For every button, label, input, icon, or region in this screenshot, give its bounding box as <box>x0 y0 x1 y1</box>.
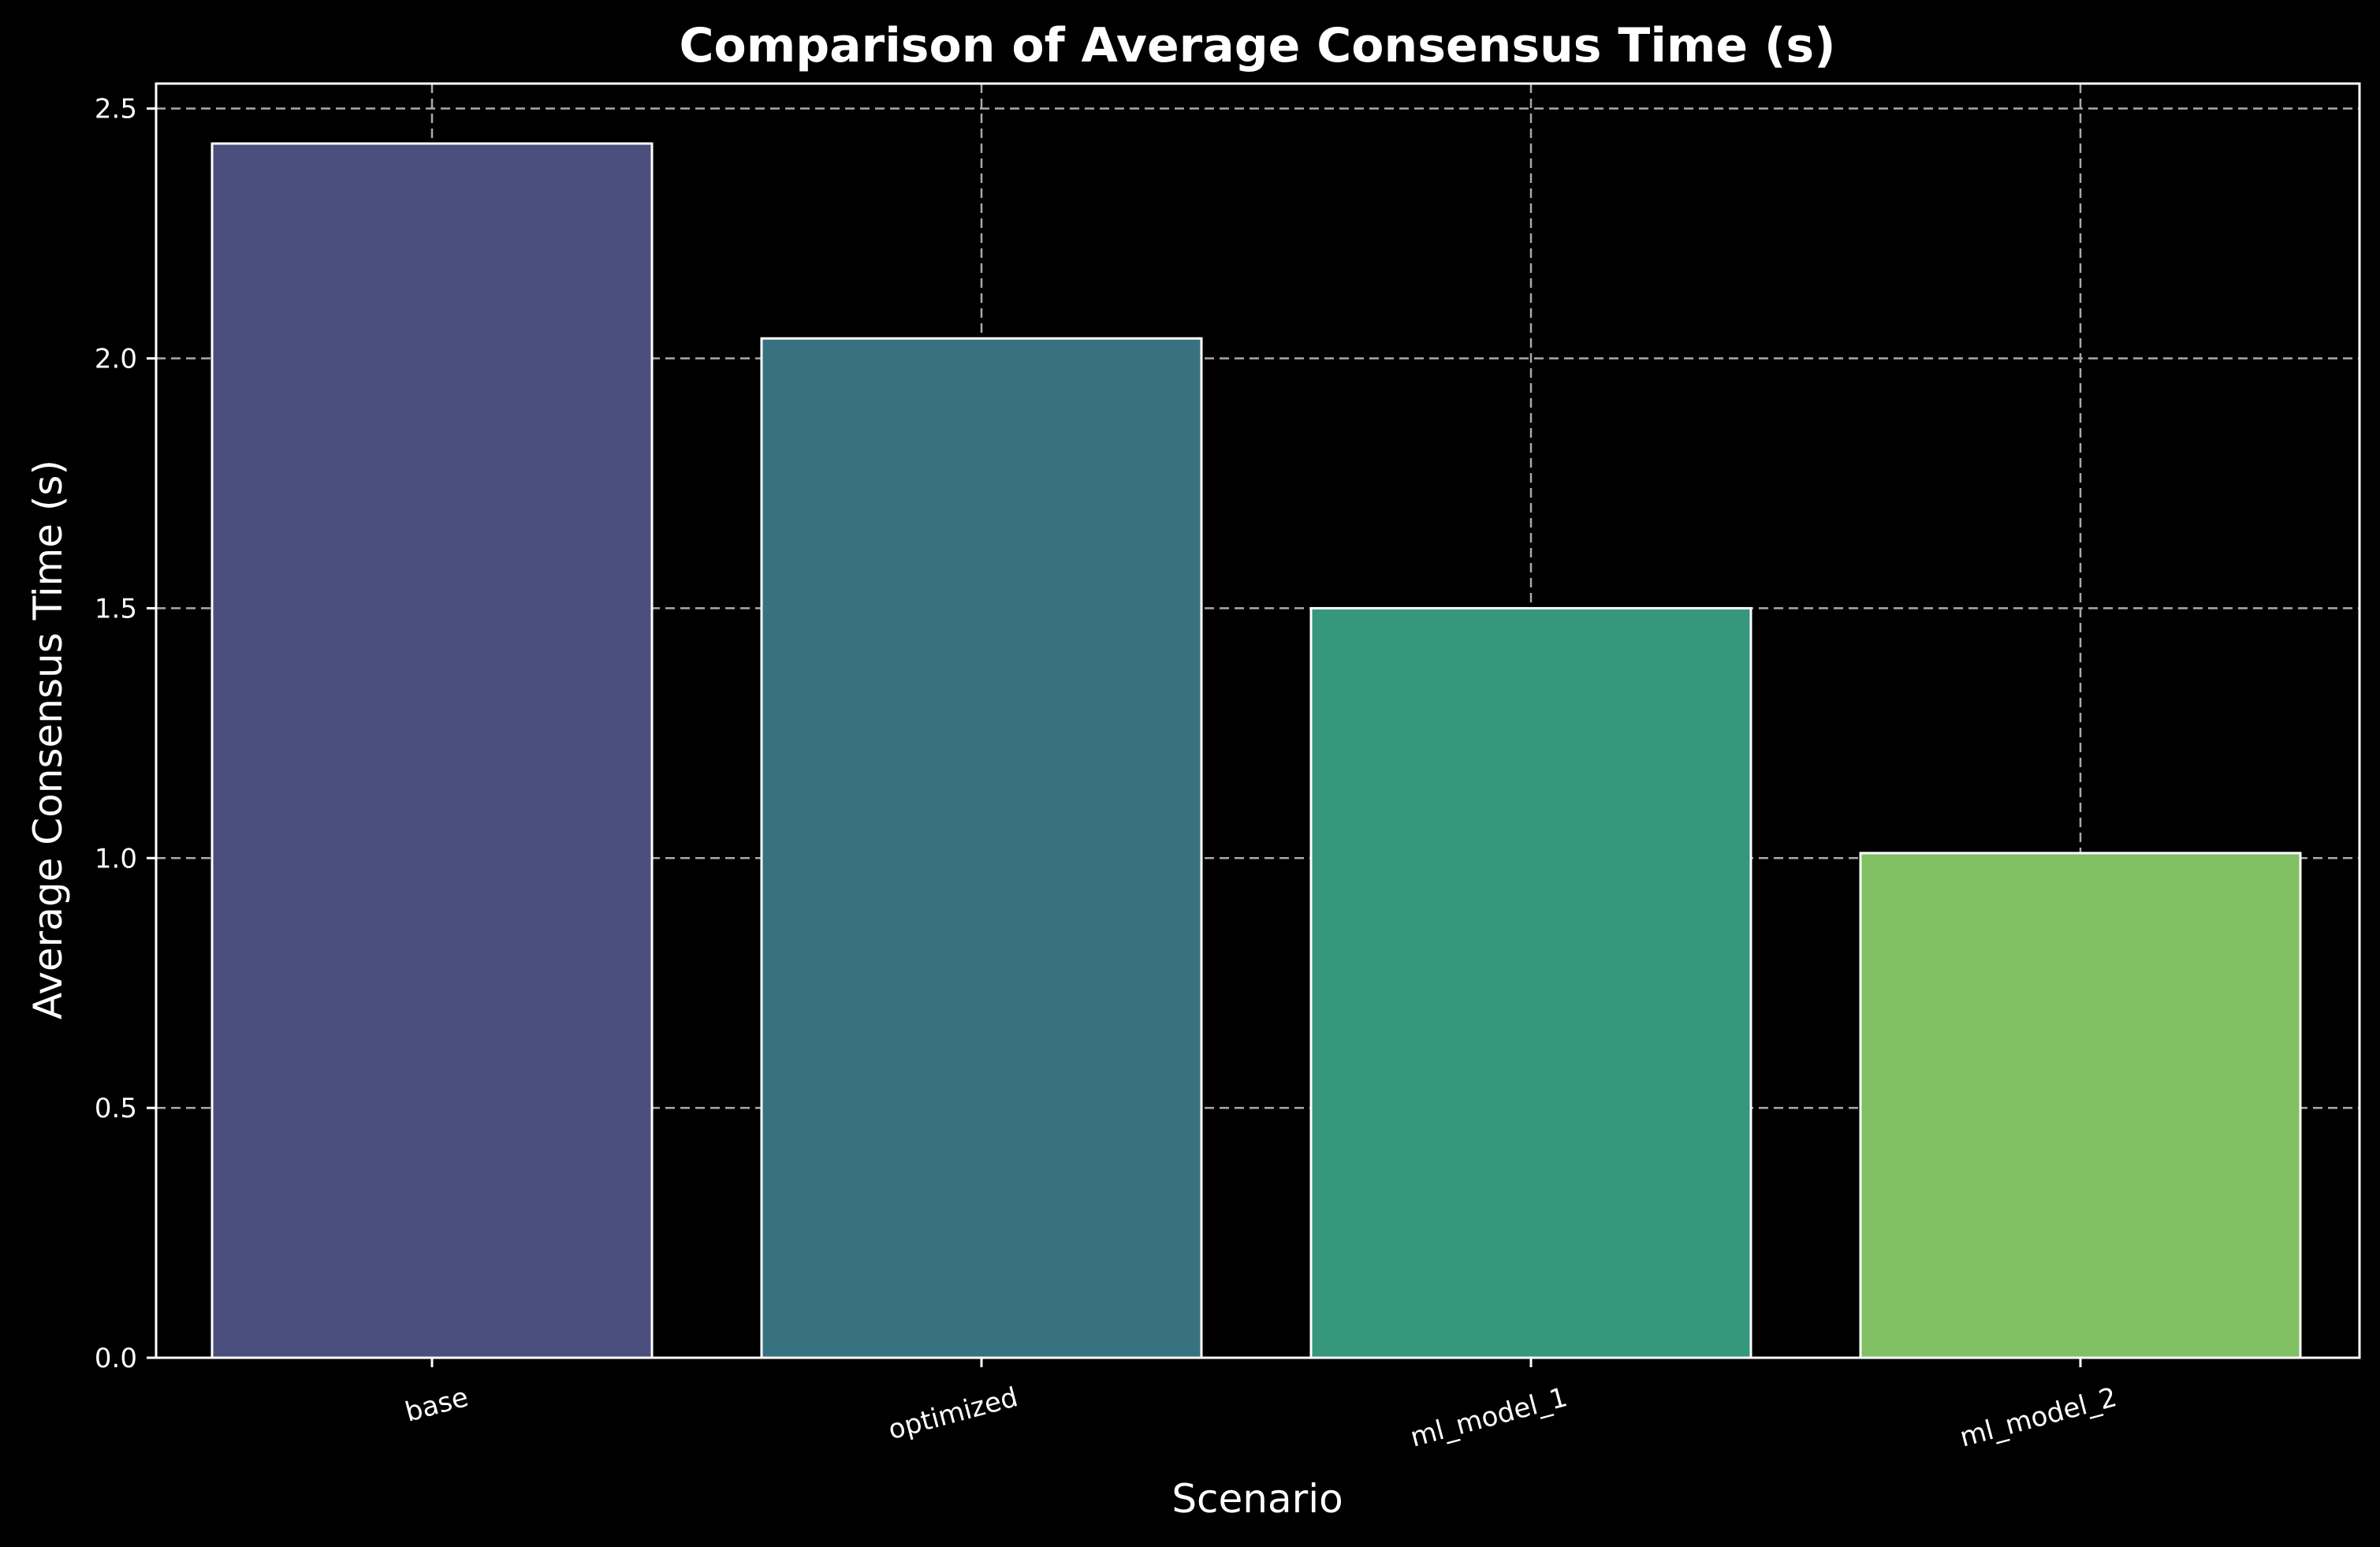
y-tick-label: 0.5 <box>95 1093 137 1124</box>
bar-base <box>210 142 654 1359</box>
y-tick-label: 0.0 <box>95 1343 137 1374</box>
chart-title: Comparison of Average Consensus Time (s) <box>679 18 1835 73</box>
y-axis-ticks: 0.0 0.5 1.0 1.5 2.0 2.5 <box>95 94 156 1374</box>
y-tick-label: 1.0 <box>95 843 137 874</box>
bar-ml-model-1 <box>1309 606 1752 1359</box>
bar-ml-model-2 <box>1859 852 2302 1359</box>
plot-frame <box>155 82 2361 1359</box>
y-tick-label: 1.5 <box>95 593 137 624</box>
bars <box>210 142 2302 1359</box>
y-tick-label: 2.5 <box>95 94 137 125</box>
bar-optimized <box>760 337 1203 1359</box>
y-tick-label: 2.0 <box>95 344 137 375</box>
x-axis-label: Scenario <box>1171 1476 1343 1522</box>
y-axis-label: Average Consensus Time (s) <box>25 460 71 1020</box>
